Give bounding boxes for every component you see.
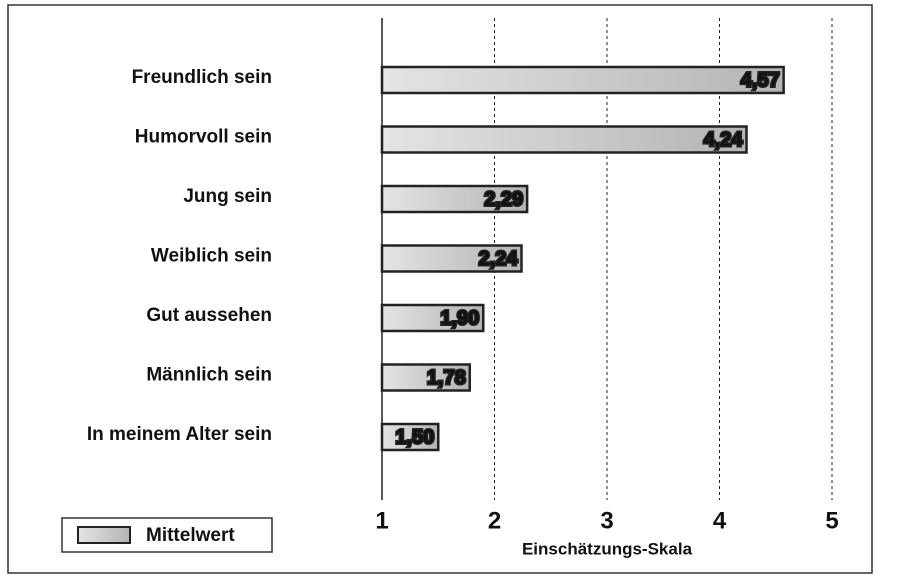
y-tick-label: Freundlich sein	[132, 67, 272, 88]
value-label: 4,57	[741, 69, 780, 91]
legend-swatch	[77, 526, 131, 544]
legend-label: Mittelwert	[146, 525, 235, 546]
x-tick-label: 3	[600, 507, 613, 534]
bar	[380, 303, 485, 333]
chart-border	[7, 4, 873, 574]
y-tick-label: Humorvoll sein	[135, 127, 272, 148]
value-label: 2,29	[484, 188, 523, 210]
x-tick-label: 4	[713, 507, 727, 534]
value-label: 4,24	[704, 129, 744, 151]
value-label: 1,90	[440, 307, 479, 329]
x-axis-label: Einschätzungs-Skala	[522, 539, 693, 558]
bar	[380, 244, 523, 273]
bar	[380, 65, 785, 95]
bar	[380, 125, 748, 154]
value-label: 2,24	[479, 248, 519, 270]
bar	[380, 422, 440, 452]
y-tick-label: Männlich sein	[146, 365, 272, 386]
y-tick-label: In meinem Alter sein	[87, 424, 272, 445]
x-tick-label: 5	[825, 507, 838, 534]
x-tick-label: 2	[488, 507, 501, 534]
y-tick-label: Weiblich sein	[151, 246, 272, 267]
bar	[380, 363, 471, 392]
value-label: 1,78	[427, 367, 466, 389]
value-label: 1,50	[395, 426, 434, 448]
y-tick-label: Gut aussehen	[146, 305, 272, 326]
x-tick-label: 1	[375, 507, 388, 534]
bar	[380, 184, 529, 214]
y-tick-label: Jung sein	[183, 186, 272, 207]
